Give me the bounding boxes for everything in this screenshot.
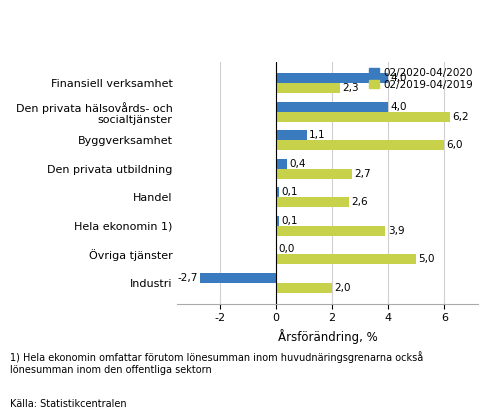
Text: 0,1: 0,1	[281, 187, 297, 197]
Text: -2,7: -2,7	[177, 273, 198, 283]
Text: 1,1: 1,1	[309, 130, 326, 140]
Bar	[276, 283, 332, 293]
Bar	[276, 254, 417, 264]
Text: 6,2: 6,2	[453, 112, 469, 122]
Text: 2,7: 2,7	[354, 169, 371, 179]
Text: Källa: Statistikcentralen: Källa: Statistikcentralen	[10, 399, 127, 409]
Text: 2,3: 2,3	[343, 83, 359, 93]
Bar	[276, 102, 388, 112]
Bar	[276, 140, 445, 150]
Text: 4,0: 4,0	[390, 102, 407, 112]
Legend: 02/2020-04/2020, 02/2019-04/2019: 02/2020-04/2020, 02/2019-04/2019	[369, 68, 473, 90]
Bar	[200, 273, 276, 283]
Text: 2,6: 2,6	[351, 197, 368, 207]
Bar	[276, 83, 341, 93]
Bar	[276, 226, 386, 236]
Text: 0,0: 0,0	[278, 244, 294, 254]
Bar	[276, 112, 450, 122]
Text: 3,9: 3,9	[387, 226, 404, 236]
Bar	[276, 159, 287, 169]
Text: 5,0: 5,0	[419, 254, 435, 264]
Text: 1) Hela ekonomin omfattar förutom lönesumman inom huvudnäringsgrenarna också
lön: 1) Hela ekonomin omfattar förutom lönesu…	[10, 352, 423, 375]
Text: 0,1: 0,1	[281, 216, 297, 226]
Bar	[276, 130, 307, 140]
Text: 4,0: 4,0	[390, 73, 407, 83]
Bar	[276, 187, 279, 197]
Text: 2,0: 2,0	[334, 283, 351, 293]
Bar	[276, 197, 349, 207]
Bar	[276, 73, 388, 83]
Text: 0,4: 0,4	[289, 159, 306, 169]
Bar	[276, 169, 352, 179]
Text: 6,0: 6,0	[447, 140, 463, 150]
X-axis label: Årsförändring, %: Årsförändring, %	[278, 329, 378, 344]
Bar	[276, 216, 279, 226]
